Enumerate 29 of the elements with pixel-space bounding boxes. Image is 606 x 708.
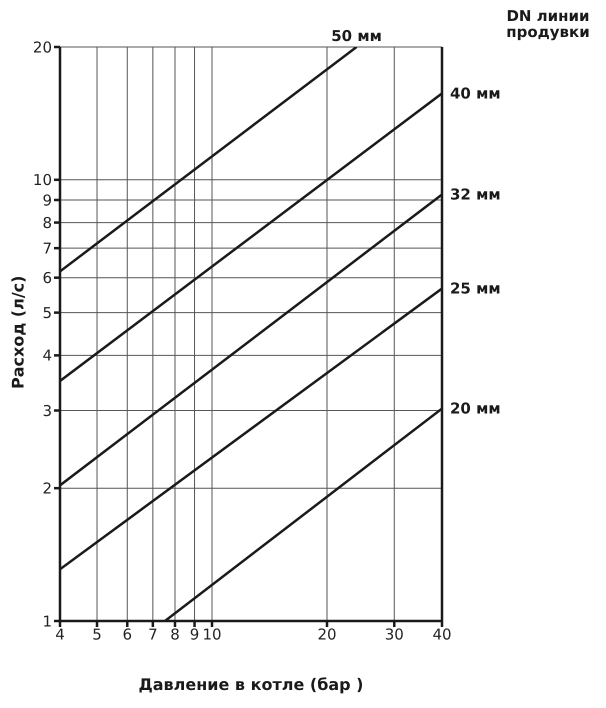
x-tick-label: 8 [170, 626, 180, 644]
x-tick-label: 40 [432, 626, 452, 644]
series-label: 32 мм [450, 186, 501, 204]
series-label: 40 мм [450, 84, 501, 102]
x-tick-label: 10 [202, 626, 222, 644]
y-tick-label: 1 [42, 612, 52, 630]
y-tick-label: 7 [42, 239, 52, 258]
y-axis-title: Расход (л/с) [8, 276, 28, 389]
y-tick-label: 9 [42, 191, 52, 210]
x-tick-label: 4 [55, 626, 65, 644]
y-tick-label: 20 [32, 38, 52, 56]
legend-title: DN линии продувки [505, 7, 591, 41]
series-label: 20 мм [450, 400, 501, 418]
y-tick-label: 3 [42, 402, 52, 420]
y-tick-label: 8 [42, 214, 52, 232]
x-tick-label: 30 [384, 626, 404, 644]
series-label: 25 мм [450, 280, 501, 298]
x-tick-label: 6 [122, 626, 132, 644]
x-tick-label: 5 [92, 626, 102, 644]
y-tick-label: 4 [42, 346, 52, 365]
x-axis-title: Давление в котле (бар ) [138, 675, 364, 694]
x-tick-label: 20 [317, 626, 337, 644]
y-tick-label: 5 [42, 304, 52, 322]
y-tick-label: 10 [32, 171, 52, 190]
x-tick-label: 7 [148, 626, 158, 644]
x-tick-label: 9 [190, 626, 200, 644]
series-label: 50 мм [331, 27, 382, 45]
y-tick-label: 2 [42, 480, 52, 498]
y-tick-label: 6 [42, 269, 52, 288]
